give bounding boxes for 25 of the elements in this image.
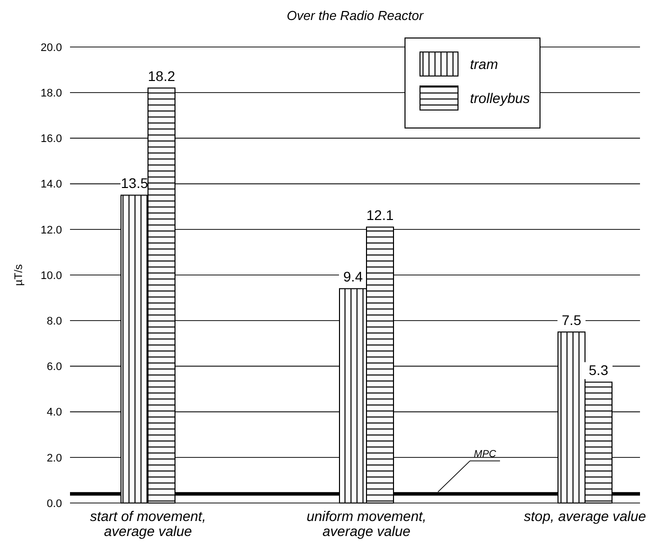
y-tick-label: 0.0: [46, 498, 62, 510]
chart-title: Over the Radio Reactor: [286, 8, 424, 23]
data-label: 18.2: [148, 68, 176, 84]
y-tick-label: 20.0: [40, 42, 62, 54]
x-tick-label: uniform movement, average value: [306, 508, 426, 539]
y-axis-title: µT/s: [13, 264, 25, 286]
x-tick-label: start of movement, average value: [90, 508, 206, 539]
x-tick-label: stop, average value: [524, 508, 646, 524]
y-tick-label: 6.0: [46, 361, 62, 374]
y-tick-label: 14.0: [40, 178, 62, 191]
data-label: 13.5: [120, 175, 148, 192]
data-label: 5.3: [588, 362, 608, 378]
y-tick-label: 10.0: [40, 270, 62, 282]
y-tick-label: 12.0: [40, 224, 62, 236]
data-label: 7.5: [562, 312, 582, 328]
data-label: 9.4: [343, 268, 363, 285]
y-tick-label: 18.0: [40, 87, 62, 100]
ref-line-label: MPC: [474, 448, 497, 460]
y-tick-label: 8.0: [46, 315, 62, 328]
legend-label: trolleybus: [470, 90, 530, 106]
data-label: 12.1: [366, 207, 394, 224]
y-tick-label: 4.0: [46, 406, 62, 419]
y-tick-label: 2.0: [46, 452, 62, 464]
legend-label: tram: [470, 56, 498, 72]
y-tick-label: 16.0: [40, 133, 62, 146]
